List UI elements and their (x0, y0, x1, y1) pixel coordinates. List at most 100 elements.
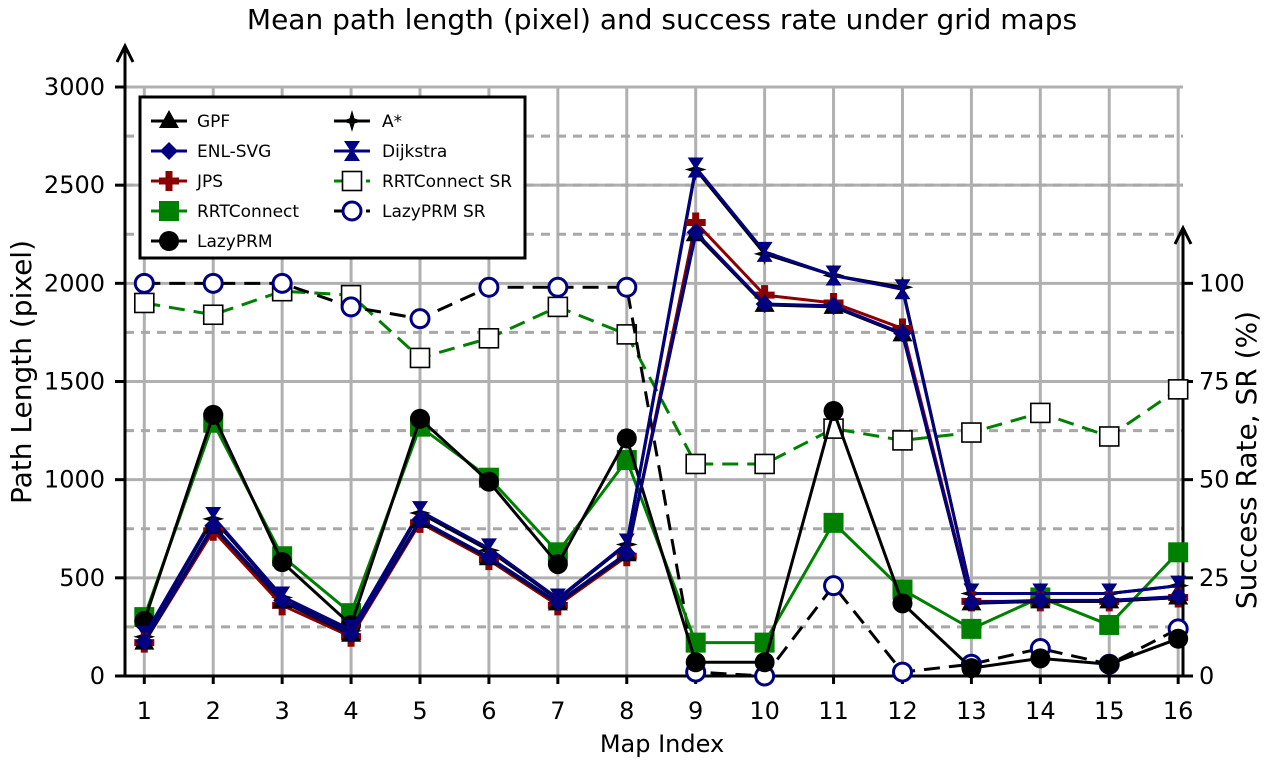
data-point (892, 593, 913, 614)
data-point (616, 428, 637, 449)
data-point (410, 510, 429, 529)
y-tick-label: 2500 (44, 171, 105, 199)
y-tick-label: 3000 (44, 73, 105, 101)
data-point (961, 618, 982, 639)
legend-label: JPS (196, 172, 223, 192)
data-point (1168, 542, 1189, 563)
y-tick-label: 2000 (44, 269, 105, 297)
data-point (202, 272, 224, 294)
legend-entry: Dijkstra (334, 141, 447, 162)
data-point (1167, 379, 1189, 400)
legend-label: LazyPRM (197, 232, 273, 252)
data-point (547, 276, 569, 298)
x-tick-label: 1 (137, 697, 152, 725)
legend-label: A* (382, 112, 402, 132)
data-point (344, 141, 360, 161)
data-point (341, 110, 363, 132)
legend-entry: RRTConnect (151, 201, 299, 222)
data-series (133, 157, 1190, 687)
data-point (272, 552, 293, 573)
y-tick-label: 500 (59, 564, 105, 592)
data-point (547, 554, 568, 575)
y2-tick-label: 50 (1199, 466, 1230, 494)
x-tick-label: 6 (481, 697, 496, 725)
data-point (1169, 587, 1188, 606)
data-point (1030, 648, 1051, 669)
data-point (204, 516, 223, 535)
series-line (143, 232, 1179, 644)
series-line (143, 230, 1179, 643)
y2-tick-label: 0 (1199, 662, 1214, 690)
legend-entry: A* (334, 110, 402, 132)
data-point (961, 422, 982, 443)
data-point (894, 279, 911, 300)
data-point (892, 579, 913, 600)
data-point (342, 624, 361, 643)
x-tick-label: 5 (412, 697, 427, 725)
y-axis-arrow (115, 42, 135, 63)
data-point (273, 591, 292, 610)
legend-box (138, 95, 527, 260)
data-point (756, 241, 773, 262)
data-point (686, 223, 705, 242)
data-point (478, 471, 499, 492)
data-point (961, 658, 982, 679)
data-point (479, 548, 498, 567)
data-point (962, 593, 981, 612)
data-point (203, 404, 224, 425)
data-point (1168, 628, 1189, 649)
data-point (547, 296, 569, 318)
data-point (685, 453, 706, 475)
data-point (1100, 591, 1119, 610)
x-tick-label: 2 (206, 697, 221, 725)
x-tick-label: 13 (956, 697, 987, 725)
data-point (617, 544, 636, 563)
legend-label: ENL-SVG (197, 142, 271, 162)
data-point (893, 324, 912, 343)
data-point (1099, 654, 1120, 675)
data-point (409, 408, 430, 429)
data-point (133, 292, 155, 314)
data-point (478, 328, 500, 349)
x-tick-label: 14 (1025, 697, 1056, 725)
y-axis-title: Path Length (pixel) (5, 240, 38, 504)
data-point (687, 157, 704, 178)
data-point (754, 453, 775, 475)
legend-label: LazyPRM SR (382, 202, 486, 222)
data-point (159, 171, 179, 191)
data-point (133, 272, 155, 294)
x-tick-label: 4 (343, 697, 358, 725)
data-point (135, 632, 154, 651)
data-point (341, 170, 363, 192)
x-tick-label: 8 (619, 697, 634, 725)
legend-label: RRTConnect SR (382, 172, 512, 192)
data-point (616, 276, 638, 298)
data-point (160, 142, 178, 160)
chart-title: Mean path length (pixel) and success rat… (247, 3, 1077, 36)
series-rrtconnect-sr (133, 280, 1189, 475)
series-line (144, 281, 1179, 678)
data-point (685, 652, 706, 673)
x-tick-label: 11 (818, 697, 849, 725)
data-point (616, 324, 638, 345)
legend-label: RRTConnect (197, 202, 299, 222)
data-point (409, 347, 431, 369)
series-line (142, 409, 1179, 670)
data-point (1099, 614, 1120, 635)
series-jps (134, 212, 1189, 653)
legend-entry: ENL-SVG (151, 142, 271, 162)
y2-axis-title: Success Rate, SR (%) (1230, 311, 1263, 609)
series-line (143, 165, 1179, 637)
y2-tick-label: 75 (1199, 368, 1230, 396)
data-point (892, 430, 913, 451)
data-point (478, 276, 500, 298)
data-point (159, 110, 179, 128)
data-point (823, 400, 844, 421)
data-point (823, 575, 845, 597)
x-tick-label: 15 (1094, 697, 1125, 725)
legend-entry: RRTConnect SR (334, 170, 512, 192)
data-point (1031, 591, 1050, 610)
data-point (1030, 402, 1051, 424)
y-tick-label: 1000 (44, 466, 105, 494)
